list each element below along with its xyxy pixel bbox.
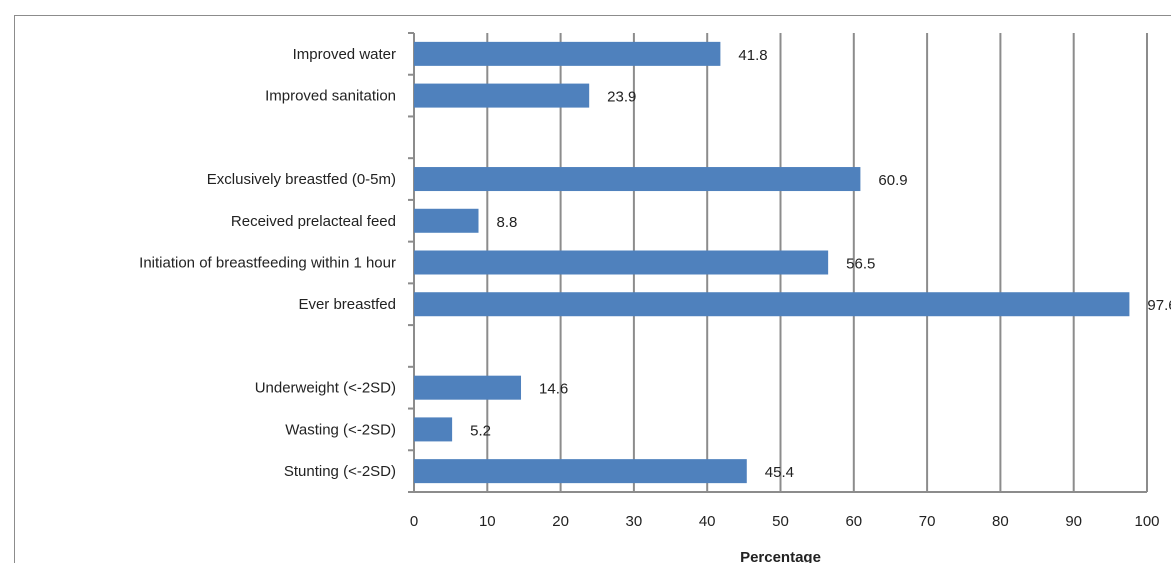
bar (414, 417, 453, 442)
x-tick-label: 20 (552, 513, 569, 530)
category-label: Wasting (<-2SD) (285, 421, 396, 438)
category-label: Improved water (293, 46, 396, 63)
category-label: Stunting (<-2SD) (284, 463, 396, 480)
x-tick-label: 70 (919, 513, 936, 530)
data-label: 56.5 (846, 256, 875, 273)
data-label: 41.8 (738, 47, 767, 64)
x-tick-label: 90 (1065, 513, 1082, 530)
category-label: Exclusively breastfed (0-5m) (207, 171, 396, 188)
bar (414, 292, 1130, 317)
bar (414, 375, 522, 400)
x-tick-label: 10 (479, 513, 496, 530)
x-tick-label: 50 (772, 513, 789, 530)
x-tick-label: 0 (410, 513, 418, 530)
category-label: Received prelacteal feed (231, 213, 396, 230)
bar (414, 41, 721, 66)
data-label: 5.2 (470, 422, 491, 439)
bar (414, 250, 829, 275)
category-label: Underweight (<-2SD) (255, 380, 396, 397)
data-label: 23.9 (607, 89, 636, 106)
data-label: 8.8 (497, 214, 518, 231)
bar (414, 167, 861, 192)
category-label: Initiation of breastfeeding within 1 hou… (139, 255, 396, 272)
data-label: 14.6 (539, 381, 568, 398)
x-tick-label: 30 (626, 513, 643, 530)
chart-frame (14, 15, 1171, 563)
data-label: 60.9 (878, 172, 907, 189)
x-tick-label: 40 (699, 513, 716, 530)
bar (414, 459, 747, 484)
x-tick-label: 60 (845, 513, 862, 530)
category-label: Ever breastfed (298, 296, 396, 313)
bar (414, 83, 590, 108)
data-label: 97.6 (1147, 297, 1171, 314)
x-axis-title: Percentage (740, 549, 821, 563)
bar (414, 208, 479, 233)
x-tick-label: 80 (992, 513, 1009, 530)
category-label: Improved sanitation (265, 88, 396, 105)
data-label: 45.4 (765, 464, 794, 481)
x-tick-label: 100 (1134, 513, 1159, 530)
